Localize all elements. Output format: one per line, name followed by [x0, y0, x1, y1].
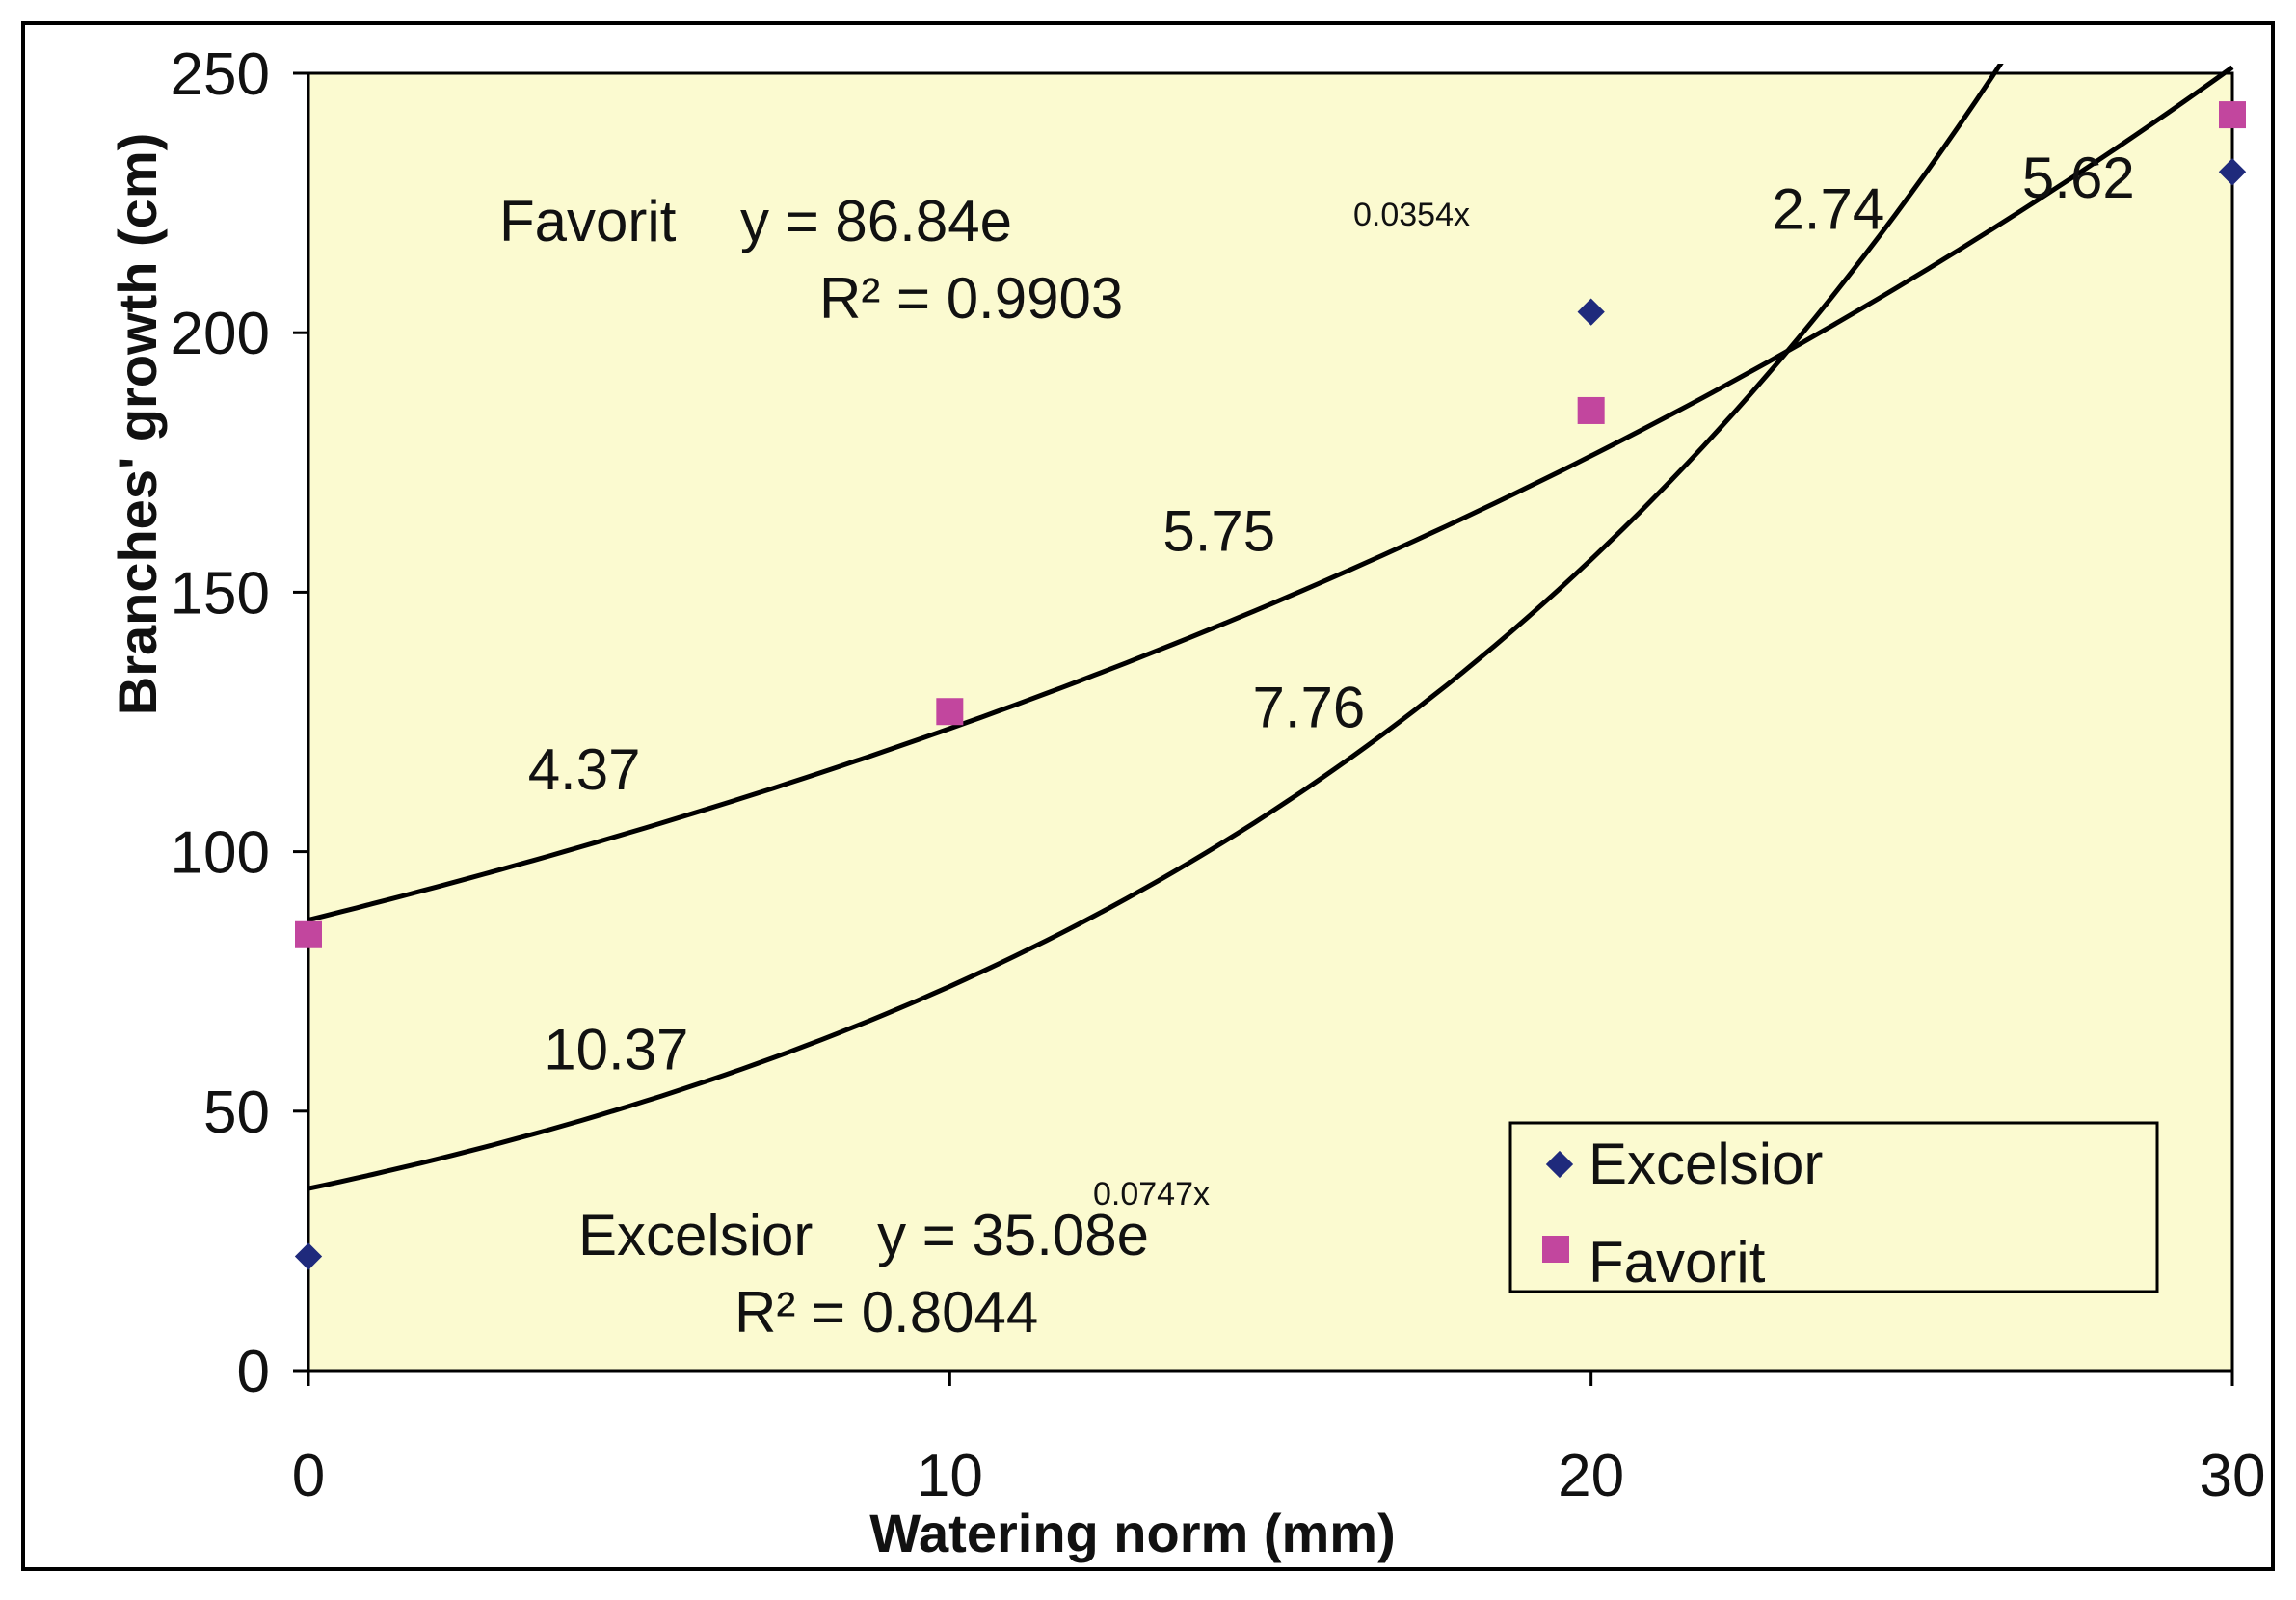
favorit-point	[295, 920, 322, 948]
excelsior-point	[294, 1242, 323, 1270]
annotations-layer: 4.37 5.75 2.74 5.62 7.76 10.37	[528, 146, 2135, 1082]
curves-layer	[308, 64, 2234, 1191]
x-tick-label: 10	[917, 1443, 983, 1509]
x-tick-label: 20	[1558, 1443, 1624, 1509]
excelsior-trendline	[308, 64, 2004, 1191]
axes-layer: 0 50 100 150 200 250 0 10 20 30	[171, 41, 2266, 1509]
excelsior-point	[2218, 158, 2247, 186]
legend: Excelsior Favorit	[1508, 1121, 2159, 1294]
favorit-trendline	[308, 65, 2234, 922]
favorit-exponent: 0.0354x	[1353, 197, 1470, 233]
segment-annotation: 10.37	[544, 1018, 688, 1082]
y-tick-label: 100	[171, 820, 270, 887]
excelsior-point	[1577, 298, 1605, 326]
points-layer	[294, 101, 2247, 1270]
segment-annotation: 5.62	[2022, 146, 2135, 210]
segment-annotation: 7.76	[1253, 675, 1366, 739]
segment-annotation: 4.37	[528, 737, 641, 802]
segment-annotation: 2.74	[1772, 177, 1884, 242]
x-tick-label: 0	[292, 1443, 325, 1509]
y-tick-label: 50	[203, 1080, 270, 1146]
segment-annotation: 5.75	[1162, 498, 1275, 563]
y-tick-label: 150	[171, 560, 270, 627]
excelsior-r2: R² = 0.8044	[734, 1280, 1038, 1345]
favorit-point	[1577, 396, 1605, 424]
y-axis-title: Branches' growth (cm)	[107, 133, 168, 716]
legend-excelsior-label: Excelsior	[1589, 1132, 1823, 1196]
y-tick-label: 0	[237, 1339, 270, 1405]
x-tick-label: 30	[2200, 1443, 2266, 1509]
legend-favorit-marker	[1542, 1236, 1569, 1263]
excelsior-equation: Excelsior y = 35.08e	[578, 1203, 1149, 1267]
y-tick-label: 250	[171, 41, 270, 108]
favorit-point	[2219, 101, 2246, 129]
legend-box	[1508, 1121, 2159, 1293]
favorit-r2: R² = 0.9903	[819, 266, 1123, 331]
x-axis-title: Watering norm (mm)	[869, 1503, 1395, 1563]
favorit-point	[936, 698, 964, 726]
legend-excelsior-marker	[1545, 1150, 1574, 1179]
y-tick-label: 200	[171, 301, 270, 367]
favorit-equation: Favorit y = 86.84e	[499, 189, 1012, 253]
legend-favorit-label: Favorit	[1589, 1230, 1766, 1294]
excelsior-exponent: 0.0747x	[1093, 1176, 1210, 1213]
